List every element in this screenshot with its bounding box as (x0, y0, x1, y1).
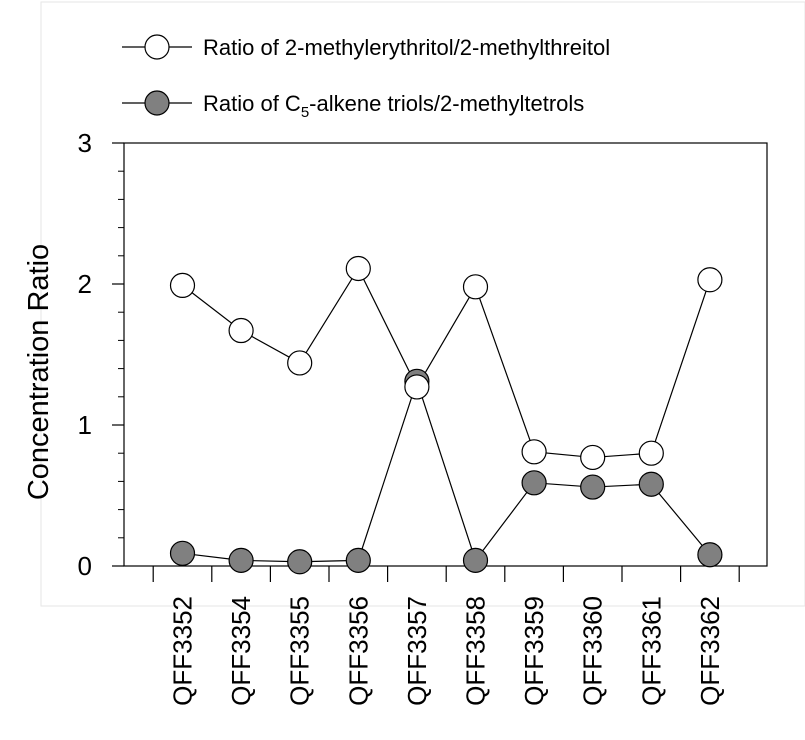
y-tick-label: 3 (78, 128, 92, 158)
x-tick-label: QFF3359 (519, 596, 549, 706)
x-tick-label: QFF3361 (636, 596, 666, 706)
series-lines (182, 267, 711, 563)
series-1-point (580, 444, 606, 471)
y-tick-label: 2 (78, 269, 92, 299)
series-2-point (697, 542, 723, 568)
series-1-point (521, 439, 547, 465)
series-1-line (182, 267, 711, 459)
series-1-point (638, 440, 664, 466)
series-1-point (462, 274, 489, 300)
x-axis: QFF3352 QFF3354 QFF3355 QFF3356 QFF3357 QFF33… (152, 566, 740, 706)
y-axis-label: Concentration Ratio (23, 244, 55, 500)
series-1-point (169, 272, 196, 299)
legend: Ratio of 2-methylerythritol/2-methylthre… (122, 34, 610, 121)
series-markers (169, 255, 723, 575)
x-tick-label: QFF3355 (285, 596, 315, 706)
legend-label-series-2-prefix: Ratio of C (203, 91, 301, 116)
series-2-point (169, 540, 196, 566)
outer-frame (40, 1, 805, 607)
legend-label-series-1-text: Ratio of 2-methylerythritol/2-methylthre… (203, 35, 610, 60)
series-1-point (228, 317, 254, 344)
legend-marker-series-1 (144, 34, 170, 60)
series-2-line (182, 379, 711, 563)
x-tick-label: QFF3352 (168, 596, 198, 706)
series-2-point (521, 470, 547, 496)
series-1-point (697, 267, 723, 293)
legend-label-series-2-subscript: 5 (301, 104, 309, 121)
legend-marker-series-2 (144, 90, 170, 116)
series-1-point (287, 350, 313, 376)
x-tick-label: QFF3358 (461, 596, 491, 706)
series-2-point (345, 547, 371, 573)
x-tick-label: QFF3360 (578, 596, 608, 706)
x-tick-label: QFF3357 (402, 596, 432, 706)
legend-item-series-2: Ratio of C5-alkene triols/2-methyltetrol… (122, 90, 584, 121)
series-2-point (228, 547, 254, 573)
y-tick-label: 0 (78, 551, 92, 581)
x-tick-label: QFF3354 (226, 596, 256, 706)
y-tick-label: 1 (78, 410, 92, 440)
legend-label-series-2-suffix: -alkene triols/2-methyltetrols (309, 91, 584, 116)
legend-label-series-1: Ratio of 2-methylerythritol/2-methylthre… (203, 35, 610, 60)
series-2-point (580, 474, 606, 500)
legend-item-series-1: Ratio of 2-methylerythritol/2-methylthre… (122, 34, 610, 60)
series-1-point (404, 374, 430, 400)
series-2-point (462, 547, 489, 573)
x-tick-label: QFF3356 (343, 596, 373, 706)
x-tick-label: QFF3362 (695, 596, 725, 706)
series-2-point (638, 471, 664, 497)
series-2-point (287, 549, 313, 575)
legend-label-series-2: Ratio of C5-alkene triols/2-methyltetrol… (203, 91, 584, 121)
series-1-point (345, 255, 371, 282)
y-axis: 0 1 2 3 (78, 128, 124, 581)
plot-area-frame (123, 142, 768, 567)
